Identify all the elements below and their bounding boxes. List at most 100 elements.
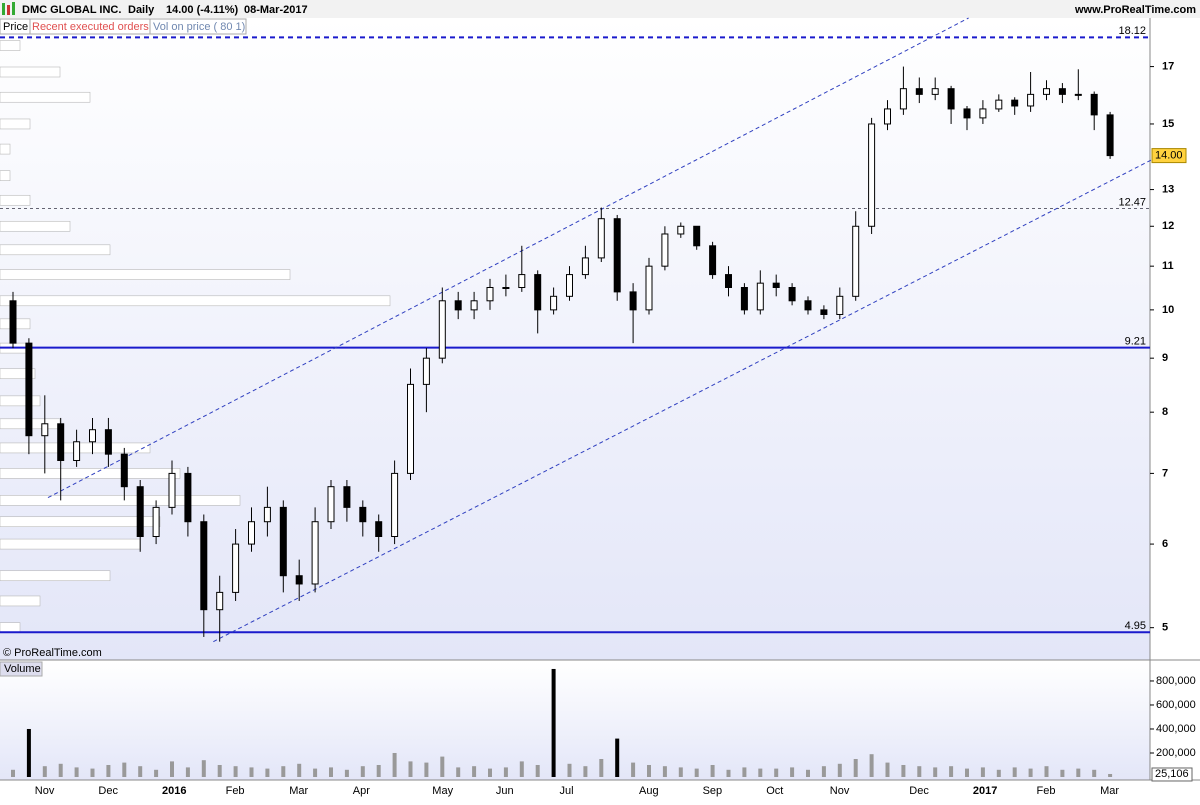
x-tick-label: May	[432, 785, 453, 797]
volume-bar	[74, 767, 79, 777]
profile-bar	[0, 269, 291, 280]
candle-body	[89, 429, 96, 443]
candle-body	[232, 543, 240, 593]
profile-bar	[0, 595, 41, 607]
volume-bar	[774, 768, 779, 777]
volume-bar	[806, 769, 810, 777]
candle-body	[486, 286, 494, 302]
candle-body	[57, 423, 65, 461]
candle-body	[422, 357, 430, 385]
header-title: DMC GLOBAL INC.	[22, 4, 121, 16]
x-tick-label: 2016	[162, 785, 186, 797]
volume-bar	[201, 760, 206, 777]
volume-bar	[726, 769, 731, 777]
candle-body	[899, 88, 907, 110]
volume-bar	[408, 761, 413, 777]
profile-bar	[0, 538, 141, 550]
level-label: 12.47	[1118, 197, 1146, 209]
candle-body	[248, 521, 255, 545]
candle-body	[295, 575, 303, 585]
volume-bar	[599, 758, 604, 777]
profile-bar	[0, 143, 11, 155]
x-tick-label: Mar	[1100, 785, 1119, 797]
profile-bar	[0, 395, 41, 407]
candle-body	[884, 108, 891, 125]
volume-bar	[297, 763, 302, 777]
candle-body	[327, 486, 335, 523]
candle-body	[391, 472, 399, 538]
volume-bar	[90, 768, 95, 777]
candle-body	[629, 291, 637, 311]
y-tick-label: 13	[1162, 183, 1174, 195]
x-tick-label: Aug	[639, 785, 659, 797]
tab-label[interactable]: Vol on price ( 80 1)	[153, 21, 245, 33]
volume-bar	[631, 762, 636, 777]
candle-body	[534, 274, 542, 311]
level-label: 9.21	[1125, 336, 1146, 348]
volume-bar	[853, 758, 858, 777]
icon	[2, 3, 5, 15]
level-label: 18.12	[1118, 25, 1146, 37]
volume-bar	[392, 752, 397, 777]
profile-bar	[0, 91, 91, 103]
candle-body	[868, 123, 876, 227]
volume-bar	[344, 769, 349, 777]
y-tick-label: 5	[1162, 622, 1168, 634]
tab-label[interactable]: Recent executed orders	[32, 21, 149, 33]
profile-bar	[0, 622, 21, 633]
volume-bar	[503, 767, 508, 777]
x-tick-label: Dec	[98, 785, 118, 797]
volume-bar	[647, 764, 651, 777]
volume-title: Volume	[4, 663, 41, 675]
candle-body	[1090, 93, 1098, 116]
last-volume-box	[1151, 767, 1193, 782]
volume-bar	[980, 767, 985, 777]
candle-body	[518, 274, 526, 288]
volume-bar	[281, 766, 286, 777]
volume-bar	[154, 769, 159, 777]
volume-bar	[742, 767, 747, 777]
candle-body	[263, 506, 271, 523]
x-tick-label: Apr	[353, 785, 370, 797]
x-tick-label: Sep	[703, 785, 723, 797]
candle-body	[41, 423, 49, 437]
candle-body	[136, 486, 144, 538]
candle-body	[788, 286, 796, 302]
volume-bar	[1044, 766, 1049, 777]
candle-body	[550, 295, 558, 311]
volume-bar	[11, 769, 15, 777]
y-tick-label: 600,000	[1156, 699, 1196, 711]
candle-body	[597, 218, 605, 259]
candle-body	[756, 282, 764, 311]
volume-bar	[917, 766, 922, 777]
volume-bar	[678, 767, 683, 777]
candle-body	[709, 245, 717, 276]
candle-body	[1011, 99, 1019, 107]
header-date: 08-Mar-2017	[244, 4, 308, 16]
volume-bar	[821, 766, 826, 777]
profile-bar	[0, 118, 31, 130]
volume-bar	[42, 766, 47, 777]
y-tick-label: 400,000	[1156, 723, 1196, 735]
panel-tab	[0, 661, 43, 677]
header-quote: 14.00 (-4.11%)	[166, 4, 238, 16]
candle-body	[25, 342, 33, 437]
candle-body	[454, 300, 462, 311]
candle-body	[613, 218, 621, 293]
volume-bar	[376, 764, 381, 777]
profile-bar	[0, 194, 31, 206]
header-bar	[0, 0, 1200, 18]
profile-bar	[0, 66, 61, 78]
volume-bar	[122, 762, 127, 777]
tab-label[interactable]: Price	[3, 21, 28, 33]
x-tick-label: 2017	[973, 785, 997, 797]
candle-body	[343, 486, 351, 508]
candle-body	[104, 429, 112, 455]
volume-bar	[170, 761, 174, 777]
volume-bar	[710, 764, 715, 777]
candle-body	[9, 300, 17, 344]
tab[interactable]	[149, 18, 247, 35]
volume-bar	[424, 762, 429, 777]
candle-body	[1027, 93, 1035, 107]
